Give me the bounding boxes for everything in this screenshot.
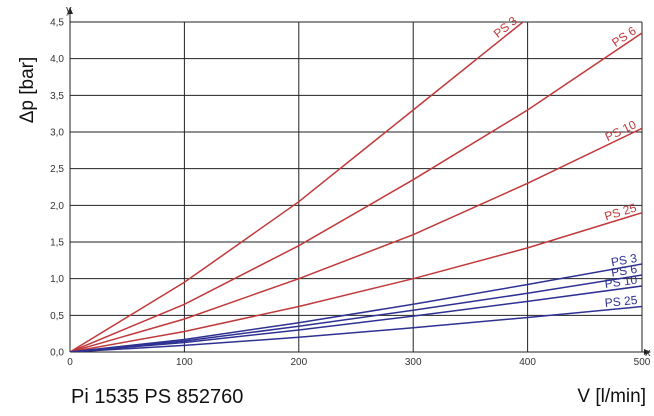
series-line [70,127,642,352]
x-tick-label: 500 [634,357,651,368]
x-tick-label: 100 [176,357,193,368]
y-axis-arrow [67,7,73,14]
chart-subtitle: Pi 1535 PS 852760 [71,386,243,408]
series-label: PS 3 [610,251,638,269]
y-tick-label: 4,0 [50,54,64,65]
y-tick-label: 0,5 [50,311,64,322]
tick-labels: 0,0 0,5 1,0 1,5 2,0 2,5 3,0 3,5 4,0 4,5 0 100 200 300… [50,18,651,369]
series-line [70,305,642,352]
series-line [70,274,642,352]
series-label: PS 10 [604,273,639,291]
y-tick-label: 1,5 [50,238,64,249]
x-tick-label: 400 [519,357,536,368]
series-line [70,22,525,352]
y-axis-label: Δp [bar] [17,57,38,124]
series-line [70,211,642,352]
x-axis-letter: x [645,347,651,359]
grid [70,21,643,352]
y-axis-letter: y [66,4,72,16]
x-tick-label: 300 [405,357,422,368]
series-lines [70,22,642,352]
series-label: PS 6 [610,262,638,280]
series-line [70,32,642,352]
axes [67,7,651,355]
y-tick-label: 2,5 [50,164,64,175]
y-tick-label: 3,5 [50,91,64,102]
y-tick-label: 3,0 [50,128,64,139]
y-tick-label: 1,0 [50,274,64,285]
series-label: PS 25 [604,293,638,310]
x-axis-label: V [l/min] [577,386,646,407]
y-tick-label: 0,0 [50,348,64,359]
x-tick-label: 200 [290,357,307,368]
x-axis-arrow [644,349,651,355]
y-tick-label: 4,5 [50,18,64,29]
series-line [70,263,642,352]
x-tick-label: 0 [67,357,73,368]
series-line [70,285,642,352]
y-tick-label: 2,0 [50,201,64,212]
